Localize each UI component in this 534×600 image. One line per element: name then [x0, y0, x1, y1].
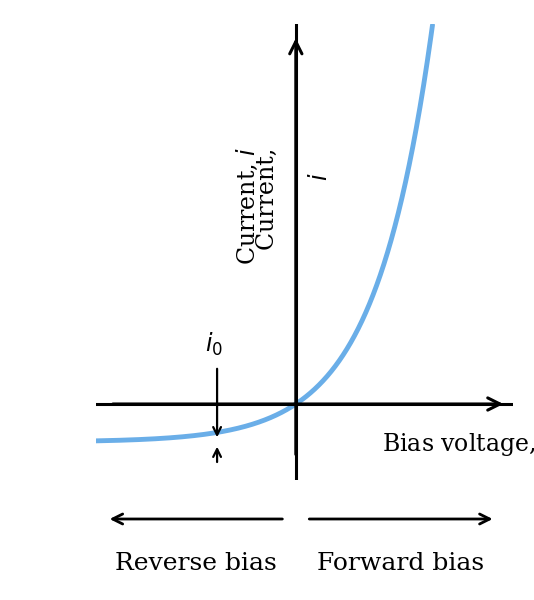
- Text: $i$: $i$: [202, 165, 332, 225]
- Text: Forward bias: Forward bias: [317, 553, 484, 575]
- Text: Current,: Current,: [256, 140, 279, 250]
- Text: $i_0$: $i_0$: [205, 331, 223, 358]
- Text: Current, $i$: Current, $i$: [235, 148, 260, 265]
- Text: Bias voltage, $V$: Bias voltage, $V$: [382, 431, 534, 458]
- Text: Reverse bias: Reverse bias: [115, 553, 277, 575]
